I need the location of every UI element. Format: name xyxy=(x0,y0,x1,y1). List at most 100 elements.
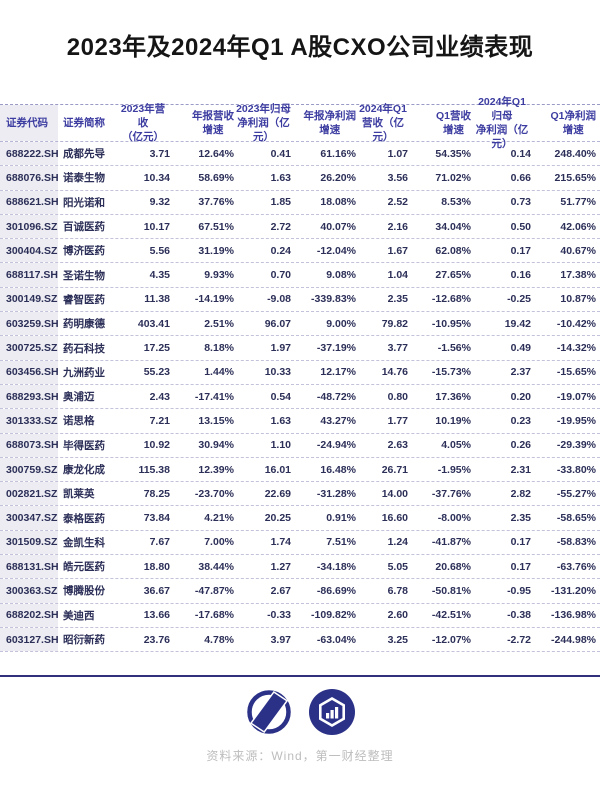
value-cell: 0.80 xyxy=(387,390,408,403)
table-row: 688293.SH 奥浦迈 2.43 -17.41% 0.54 -48.72% 0.80 17… xyxy=(0,384,600,410)
security-code-cell: 300404.SZ xyxy=(0,239,58,263)
value-cell: -131.20% xyxy=(551,584,596,597)
value-cell: 61.16% xyxy=(320,147,356,160)
data-source-note: 资料来源：Wind，第一财经整理 xyxy=(206,749,394,764)
value-cell: 16.48% xyxy=(320,463,356,476)
column-header: 2024年Q1归母 净利润（亿元） xyxy=(475,95,529,151)
value-cell: 17.36% xyxy=(435,390,471,403)
yicai-circle-parallelogram-logo-icon xyxy=(246,690,291,734)
security-code-cell: 603456.SH xyxy=(0,360,59,384)
page-title: 2023年及2024年Q1 A股CXO公司业绩表现 xyxy=(66,34,534,61)
table-row: 300149.SZ 睿智医药 11.38 -14.19% -9.08 -339.83% 2.… xyxy=(0,287,600,313)
value-cell: 248.40% xyxy=(554,147,596,160)
value-cell: 0.73 xyxy=(510,196,531,209)
value-cell: 4.78% xyxy=(204,633,234,646)
value-cell: 51.77% xyxy=(560,196,596,209)
security-name-cell: 百诚医药 xyxy=(63,221,105,234)
value-cell: 27.65% xyxy=(435,269,471,282)
value-cell: 0.17 xyxy=(510,536,531,549)
value-cell: 22.69 xyxy=(264,487,291,500)
value-cell: 1.97 xyxy=(270,342,291,355)
security-code-cell: 688621.SH xyxy=(0,190,59,214)
value-cell: 31.19% xyxy=(198,244,234,257)
security-code-cell: 301096.SZ xyxy=(0,214,58,239)
value-cell: 3.25 xyxy=(387,633,408,646)
security-code-cell: 603127.SH xyxy=(0,627,59,652)
value-cell: -14.19% xyxy=(194,293,234,306)
value-cell: 79.82 xyxy=(381,317,408,330)
value-cell: -86.69% xyxy=(316,584,356,597)
value-cell: 3.71 xyxy=(149,147,170,160)
value-cell: 71.02% xyxy=(435,171,471,184)
security-code-cell: 688073.SH xyxy=(0,433,59,457)
value-cell: 0.41 xyxy=(270,147,291,160)
security-code-cell: 300347.SZ xyxy=(0,506,58,530)
value-cell: 4.35 xyxy=(149,269,170,282)
value-cell: -63.76% xyxy=(556,560,596,573)
value-cell: 0.14 xyxy=(510,147,531,160)
value-cell: 30.94% xyxy=(198,439,234,452)
security-code-cell: 688117.SH xyxy=(0,263,58,287)
security-code-cell: 301333.SZ xyxy=(0,409,58,433)
value-cell: 62.08% xyxy=(435,244,471,257)
value-cell: -109.82% xyxy=(311,609,356,622)
value-cell: 17.38% xyxy=(560,269,596,282)
value-cell: -31.28% xyxy=(316,487,356,500)
security-name-cell: 美迪西 xyxy=(63,609,95,622)
value-cell: 4.21% xyxy=(204,512,234,525)
value-cell: 20.25 xyxy=(264,512,291,525)
value-cell: -2.72 xyxy=(507,633,531,646)
hexagon-bar-chart-logo-icon xyxy=(308,689,355,736)
security-code-cell: 688076.SH xyxy=(0,166,59,190)
value-cell: -8.00% xyxy=(437,512,471,525)
value-cell: 0.66 xyxy=(510,171,531,184)
security-name-cell: 博腾股份 xyxy=(63,585,105,598)
security-code-cell: 688202.SH xyxy=(0,603,59,627)
value-cell: 0.17 xyxy=(510,244,531,257)
column-header: Q1净利润 增速 xyxy=(550,109,596,136)
value-cell: -1.56% xyxy=(437,342,471,355)
value-cell: -14.32% xyxy=(556,342,596,355)
value-cell: 7.00% xyxy=(204,536,234,549)
value-cell: 26.71 xyxy=(381,463,408,476)
value-cell: -19.07% xyxy=(556,390,596,403)
security-name-cell: 毕得医药 xyxy=(63,439,105,452)
value-cell: 10.19% xyxy=(435,414,471,427)
value-cell: 26.20% xyxy=(320,171,356,184)
value-cell: 67.51% xyxy=(198,220,234,233)
table-row: 688076.SH 诺泰生物 10.34 58.69% 1.63 26.20% 3.56 71… xyxy=(0,166,600,191)
value-cell: -55.27% xyxy=(556,487,596,500)
value-cell: 78.25 xyxy=(143,487,170,500)
value-cell: -24.94% xyxy=(316,439,356,452)
value-cell: -58.65% xyxy=(556,512,596,525)
table-row: 301509.SZ 金凯生科 7.67 7.00% 1.74 7.51% 1.24 -41.8… xyxy=(0,530,600,556)
value-cell: 16.01 xyxy=(264,463,291,476)
value-cell: -339.83% xyxy=(311,293,356,306)
value-cell: -29.39% xyxy=(556,439,596,452)
column-header: Q1营收 增速 xyxy=(435,109,471,136)
value-cell: -58.83% xyxy=(556,536,596,549)
security-code-cell: 688293.SH xyxy=(0,384,59,409)
table-row: 688222.SH 成都先导 3.71 12.64% 0.41 61.16% 1.07 54.… xyxy=(0,142,600,167)
value-cell: 19.42 xyxy=(504,317,531,330)
value-cell: 12.39% xyxy=(198,463,234,476)
value-cell: 54.35% xyxy=(435,147,471,160)
value-cell: 14.00 xyxy=(381,487,408,500)
value-cell: 10.17 xyxy=(143,220,170,233)
value-cell: 0.54 xyxy=(270,390,291,403)
security-name-cell: 诺泰生物 xyxy=(63,172,105,185)
value-cell: 58.69% xyxy=(198,171,234,184)
security-name-cell: 皓元医药 xyxy=(63,561,105,574)
value-cell: -19.95% xyxy=(556,414,596,427)
value-cell: 14.76 xyxy=(381,366,408,379)
value-cell: 215.65% xyxy=(554,171,596,184)
value-cell: 18.08% xyxy=(320,196,356,209)
security-name-cell: 泰格医药 xyxy=(63,512,105,525)
value-cell: 2.35 xyxy=(387,293,408,306)
value-cell: 4.05% xyxy=(441,439,471,452)
security-name-cell: 金凯生科 xyxy=(63,536,105,549)
value-cell: 36.67 xyxy=(143,584,170,597)
value-cell: -10.42% xyxy=(556,317,596,330)
value-cell: -48.72% xyxy=(316,390,356,403)
